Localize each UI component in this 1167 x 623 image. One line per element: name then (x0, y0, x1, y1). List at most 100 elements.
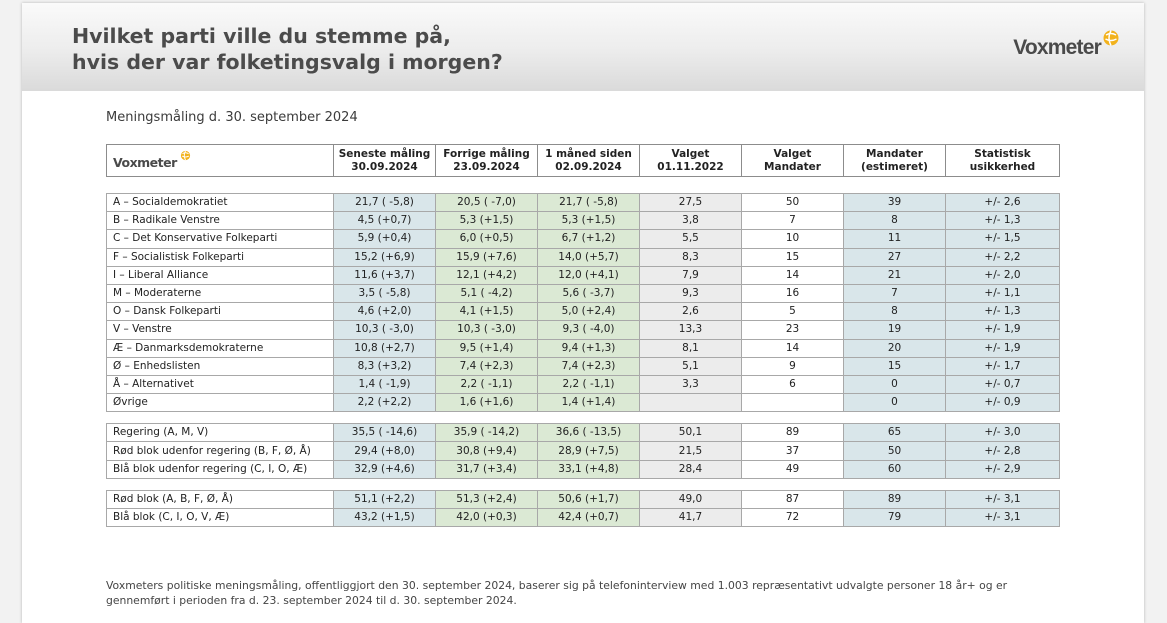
row-label: I – Liberal Alliance (106, 265, 334, 285)
table-cell: 23 (741, 320, 844, 340)
column-header-line2: (estimeret) (861, 160, 928, 173)
column-header-line1: Mandater (866, 147, 923, 160)
table-cell: 4,1 (+1,5) (435, 302, 538, 322)
table-cell: 89 (843, 489, 946, 510)
table-row: Ø – Enhedslisten 8,3 (+3,2) 7,4 (+2,3) 7,4 … (106, 356, 1060, 376)
table-cell: 7 (843, 283, 946, 304)
table-cell: 6,7 (+1,2) (537, 229, 640, 249)
table-cell: 72 (741, 507, 844, 528)
table-cell: +/- 1,9 (945, 320, 1060, 340)
table-cell: +/- 1,3 (945, 302, 1060, 322)
table-cell: +/- 2,9 (945, 459, 1060, 479)
table-cell: 10,8 (+2,7) (333, 338, 436, 358)
voxmeter-logo: Voxmeter (1013, 29, 1120, 59)
column-header-line2: 23.09.2024 (453, 160, 520, 173)
table-row: B – Radikale Venstre 4,5 (+0,7) 5,3 (+1,5)… (106, 211, 1060, 231)
group-spacer (106, 411, 1060, 424)
table-cell: +/- 2,6 (945, 192, 1060, 213)
title-line-2: hvis der var folketingsvalg i morgen? (72, 50, 503, 74)
poll-table: Voxmeter Seneste måling 30.09.2024 Forrige… (106, 144, 1060, 528)
table-row: Blå blok (C, I, O, V, Æ) 43,2 (+1,5) 42,0 … (106, 507, 1060, 528)
table-row: A – Socialdemokratiet 21,7 ( -5,8) 20,5 ( … (106, 192, 1060, 213)
table-cell: 89 (741, 423, 844, 443)
table-cell: 51,3 (+2,4) (435, 489, 538, 510)
table-cell: 11,6 (+3,7) (333, 265, 436, 285)
row-label: C – Det Konservative Folkeparti (106, 229, 334, 249)
table-body: A – Socialdemokratiet 21,7 ( -5,8) 20,5 ( … (106, 176, 1060, 528)
table-cell: 50 (741, 192, 844, 213)
table-cell: 21,7 ( -5,8) (333, 192, 436, 213)
column-header: 1 måned siden 02.09.2024 (537, 144, 640, 177)
table-row: I – Liberal Alliance 11,6 (+3,7) 12,1 (+4,… (106, 265, 1060, 285)
table-cell: 42,4 (+0,7) (537, 507, 640, 528)
table-row: C – Det Konservative Folkeparti 5,9 (+0,4… (106, 229, 1060, 249)
table-cell: 5,1 (639, 356, 742, 376)
table-cell: 9,5 (+1,4) (435, 338, 538, 358)
group-spacer (106, 176, 1060, 194)
column-header: Forrige måling 23.09.2024 (435, 144, 538, 177)
table-cell: 7,9 (639, 265, 742, 285)
row-label: A – Socialdemokratiet (106, 192, 334, 213)
title-line-1: Hvilket parti ville du stemme på, (72, 24, 451, 48)
table-cell: 49 (741, 459, 844, 479)
spacer-cell (106, 411, 1060, 424)
table-cell: 1,4 ( -1,9) (333, 374, 436, 395)
table-cell: 20 (843, 338, 946, 358)
table-cell: 11 (843, 229, 946, 249)
row-label: Blå blok (C, I, O, V, Æ) (106, 507, 334, 528)
table-cell: 2,6 (639, 302, 742, 322)
table-cell: 30,8 (+9,4) (435, 441, 538, 461)
table-header-row: Voxmeter Seneste måling 30.09.2024 Forrige… (106, 144, 1060, 177)
row-label: F – Socialistisk Folkeparti (106, 247, 334, 267)
table-cell: 50,6 (+1,7) (537, 489, 640, 510)
table-cell: 50 (843, 441, 946, 461)
table-cell: +/- 3,0 (945, 423, 1060, 443)
table-cell: +/- 0,9 (945, 393, 1060, 413)
table-cell: 42,0 (+0,3) (435, 507, 538, 528)
table-row: O – Dansk Folkeparti 4,6 (+2,0) 4,1 (+1,5)… (106, 302, 1060, 322)
table-cell: 27,5 (639, 192, 742, 213)
row-label: Æ – Danmarksdemokraterne (106, 338, 334, 358)
table-cell (639, 393, 742, 413)
table-row: Blå blok udenfor regering (C, I, O, Æ) 32… (106, 459, 1060, 479)
table-cell: 3,3 (639, 374, 742, 395)
column-header: Valget 01.11.2022 (639, 144, 742, 177)
table-cell: 39 (843, 192, 946, 213)
table-cell: +/- 0,7 (945, 374, 1060, 395)
table-row: Å – Alternativet 1,4 ( -1,9) 2,2 ( -1,1) 2,… (106, 374, 1060, 395)
table-row: Rød blok udenfor regering (B, F, Ø, Å) 29… (106, 441, 1060, 461)
table-cell: 15 (741, 247, 844, 267)
column-header-line1: Valget (773, 147, 812, 160)
table-cell: +/- 1,1 (945, 283, 1060, 304)
table-cell: 12,0 (+4,1) (537, 265, 640, 285)
table-cell: 20,5 ( -7,0) (435, 192, 538, 213)
row-label: Regering (A, M, V) (106, 423, 334, 443)
group-spacer (106, 478, 1060, 491)
table-cell: 28,4 (639, 459, 742, 479)
table-cell: 16 (741, 283, 844, 304)
column-header-line1: Valget (671, 147, 710, 160)
table-cell: 37 (741, 441, 844, 461)
column-header: Statistisk usikkerhed (945, 144, 1060, 177)
column-header-line2: 02.09.2024 (555, 160, 622, 173)
table-cell: 2,2 ( -1,1) (435, 374, 538, 395)
table-cell: 14,0 (+5,7) (537, 247, 640, 267)
table-cell: 2,2 ( -1,1) (537, 374, 640, 395)
header-banner: Hvilket parti ville du stemme på, hvis d… (22, 3, 1144, 91)
table-cell: 5,3 (+1,5) (435, 211, 538, 231)
table-row: Rød blok (A, B, F, Ø, Å) 51,1 (+2,2) 51,3 … (106, 489, 1060, 510)
table-cell: 9,3 (639, 283, 742, 304)
row-label: B – Radikale Venstre (106, 211, 334, 231)
table-cell: 31,7 (+3,4) (435, 459, 538, 479)
table-cell: 21,5 (639, 441, 742, 461)
row-label: Øvrige (106, 393, 334, 413)
table-row: Æ – Danmarksdemokraterne 10,8 (+2,7) 9,5 (… (106, 338, 1060, 358)
table-cell: 1,4 (+1,4) (537, 393, 640, 413)
column-header: Seneste måling 30.09.2024 (333, 144, 436, 177)
table-cell: +/- 1,9 (945, 338, 1060, 358)
table-cell: 5,3 (+1,5) (537, 211, 640, 231)
globe-icon (1103, 30, 1119, 46)
row-label: Rød blok (A, B, F, Ø, Å) (106, 489, 334, 510)
table-cell: +/- 1,7 (945, 356, 1060, 376)
table-cell: 14 (741, 265, 844, 285)
